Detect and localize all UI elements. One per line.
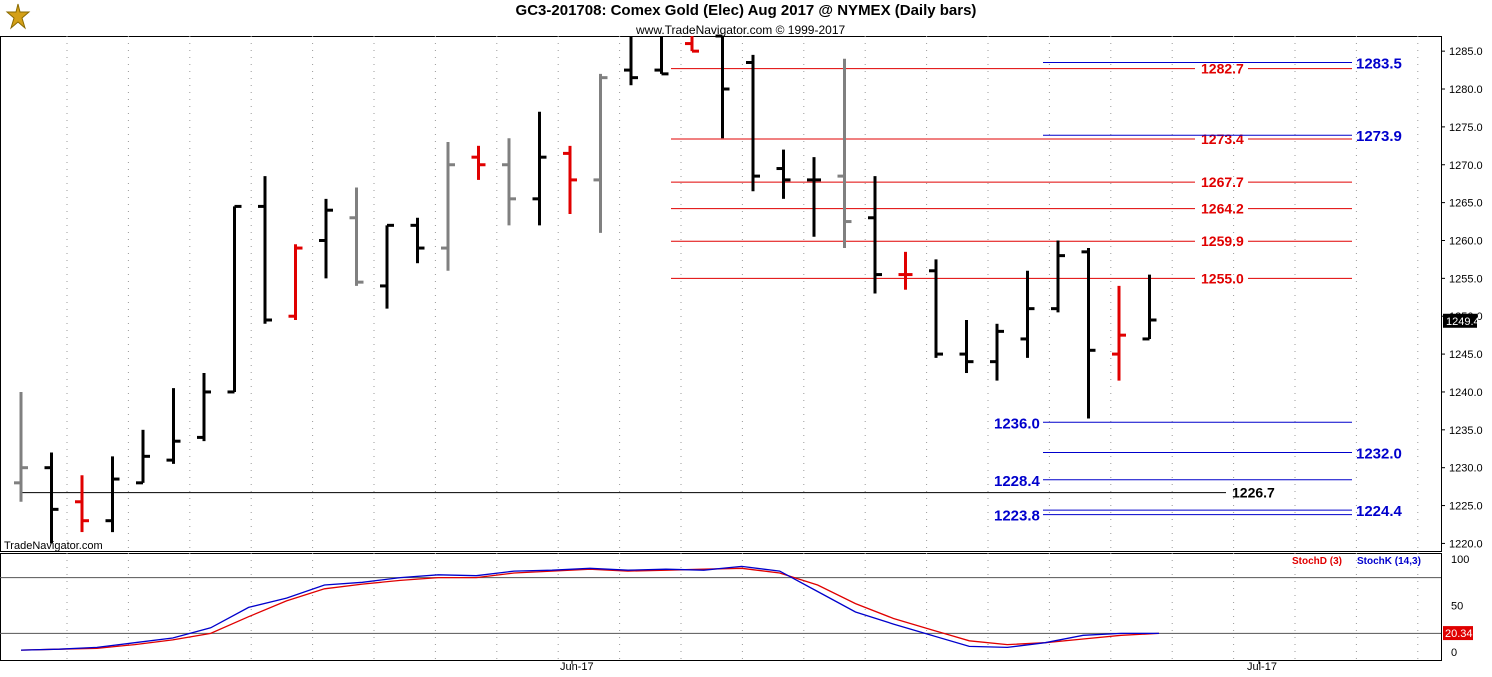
y-tick-label: 1225.0: [1449, 501, 1483, 513]
level-label-black: 1226.7: [1232, 485, 1275, 501]
last-price-label: 1249.4: [1446, 316, 1480, 328]
level-label-red: 1273.4: [1201, 131, 1244, 147]
stoch-last-value-box: [1443, 626, 1473, 641]
chart-title: GC3-201708: Comex Gold (Elec) Aug 2017 @…: [515, 2, 977, 19]
title-bar: GC3-201708: Comex Gold (Elec) Aug 2017 @…: [0, 0, 1492, 30]
stoch-k-legend: StochK (14,3): [1357, 556, 1421, 567]
watermark-bottom: TradeNavigator.com: [4, 540, 103, 552]
level-label-blue: 1232.0: [1356, 446, 1402, 463]
last-price-box: [1443, 313, 1477, 328]
level-label-red: 1282.7: [1201, 61, 1244, 77]
x-tick-label: Jun-17: [560, 661, 594, 673]
y-tick-label: 1255.0: [1449, 273, 1483, 285]
level-label-blue: 1228.4: [994, 473, 1041, 490]
stoch-k-line: [20, 565, 1159, 651]
y-tick-label: 1240.0: [1449, 387, 1483, 399]
level-label-red: 1259.9: [1201, 233, 1244, 249]
level-label-red: 1255.0: [1201, 270, 1244, 286]
level-label-red: 1267.7: [1201, 174, 1244, 190]
level-label-blue: 1236.0: [994, 415, 1040, 432]
stoch-y-tick-label: 0: [1451, 647, 1457, 659]
level-label-blue: 1224.4: [1356, 503, 1403, 520]
y-tick-label: 1220.0: [1449, 538, 1483, 550]
level-label-red: 1264.2: [1201, 201, 1244, 217]
y-tick-label: 1260.0: [1449, 235, 1483, 247]
y-tick-label: 1245.0: [1449, 349, 1483, 361]
x-tick-label: Jul-17: [1247, 661, 1277, 673]
watermark-top: www.TradeNavigator.com © 1999-2017: [635, 23, 845, 37]
y-tick-label: 1265.0: [1449, 198, 1483, 210]
level-label-blue: 1283.5: [1356, 56, 1402, 73]
stoch-last-value-label: 20.34: [1445, 628, 1473, 640]
y-tick-label: 1280.0: [1449, 84, 1483, 96]
level-label-blue: 1273.9: [1356, 128, 1402, 145]
stoch-y-tick-label: 100: [1451, 554, 1469, 566]
y-tick-label: 1270.0: [1449, 160, 1483, 172]
stoch-y-tick-label: 50: [1451, 601, 1463, 613]
y-tick-label: 1230.0: [1449, 463, 1483, 475]
trade-navigator-logo-icon: [5, 3, 31, 30]
stoch-panel: [0, 553, 1442, 661]
y-tick-label: 1275.0: [1449, 122, 1483, 134]
y-tick-label: 1235.0: [1449, 425, 1483, 437]
stoch-d-line: [20, 567, 1160, 651]
stoch-d-legend: StochD (3): [1292, 556, 1342, 567]
y-tick-label: 1285.0: [1449, 46, 1483, 58]
level-label-blue: 1223.8: [994, 508, 1040, 525]
